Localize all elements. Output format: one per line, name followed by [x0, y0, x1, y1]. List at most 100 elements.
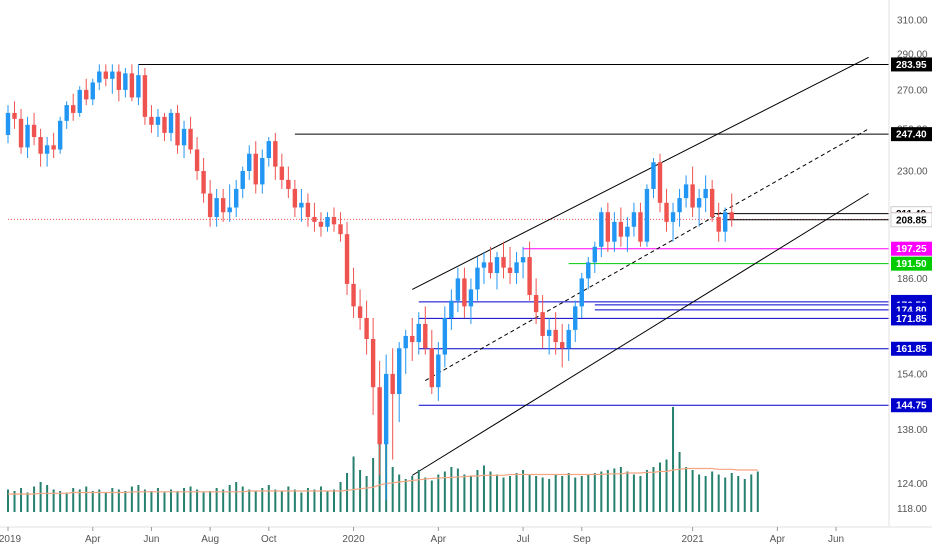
candle: [494, 251, 500, 290]
volume-bar: [274, 489, 277, 512]
volume-bar: [326, 491, 329, 512]
candle-body: [560, 342, 565, 349]
price-badge-label: 247.40: [896, 130, 927, 141]
y-tick-label: 124.00: [897, 479, 928, 490]
candle: [468, 278, 474, 324]
channel-line: [411, 193, 869, 476]
y-tick-label: 186.00: [897, 274, 928, 285]
candle: [220, 188, 226, 222]
candle-body: [123, 73, 128, 90]
x-tick-label: Jun: [828, 534, 844, 545]
volume-bar: [424, 477, 427, 512]
volume-bar: [196, 489, 199, 512]
candle: [592, 241, 597, 273]
candle: [286, 166, 291, 199]
candle-body: [273, 141, 278, 167]
candle-body: [683, 184, 689, 199]
candle-body: [618, 221, 624, 237]
candle-body: [494, 257, 500, 273]
price-badge: [891, 57, 932, 72]
volume-bar: [365, 476, 368, 512]
volume-bar: [665, 459, 668, 512]
x-tick-label: Aug: [201, 534, 219, 545]
volume-bar: [124, 491, 127, 512]
candle-body: [240, 171, 245, 189]
candle: [709, 179, 715, 222]
candle-body: [220, 198, 226, 213]
volume-bar: [391, 467, 394, 512]
candle-body: [566, 329, 571, 349]
candle-body: [592, 246, 597, 263]
volume-bar: [33, 486, 36, 512]
candle: [273, 132, 278, 180]
candle: [188, 116, 193, 154]
candle: [377, 360, 382, 476]
candle: [364, 300, 369, 355]
candle: [579, 272, 584, 318]
y-tick-label: 290.00: [897, 49, 928, 60]
candle: [573, 300, 578, 343]
candle-body: [253, 153, 258, 185]
candle-body: [723, 212, 728, 232]
x-tick-label: 2021: [681, 534, 704, 545]
candle-body: [201, 171, 206, 194]
candle: [312, 202, 317, 232]
candle-body: [631, 212, 637, 227]
candle: [416, 312, 421, 355]
volume-bar: [241, 486, 244, 512]
candle-body: [390, 373, 395, 394]
time-axis[interactable]: 2019 Apr Jun Aug Oct 2020 Apr Jul Sep 2021 Apr Jun: [0, 527, 844, 545]
candle: [227, 184, 232, 222]
candle-body: [90, 82, 95, 100]
candle: [110, 64, 115, 94]
candle: [723, 207, 728, 242]
candle: [423, 306, 428, 355]
candle: [38, 128, 43, 167]
candle-body: [344, 234, 350, 284]
volume-bar: [476, 470, 479, 512]
candle: [625, 217, 630, 252]
candle: [344, 221, 350, 295]
candle-body: [449, 300, 454, 318]
candle-body: [18, 118, 24, 148]
volume-bar: [743, 479, 746, 512]
price-badge-label: 208.85: [896, 215, 927, 226]
candle: [12, 101, 17, 129]
candle: [390, 348, 395, 460]
volume-bar: [672, 407, 675, 512]
candle-body: [533, 294, 539, 313]
candle: [631, 202, 637, 237]
candle: [123, 67, 128, 98]
candle: [260, 149, 265, 194]
candle-body: [605, 212, 611, 242]
candle: [25, 116, 30, 158]
volume-bar: [528, 474, 531, 512]
candle: [664, 188, 669, 232]
channel-line: [412, 56, 869, 290]
candle-body: [279, 166, 285, 180]
candle-body: [142, 75, 148, 117]
candle: [696, 188, 702, 227]
candle-body: [318, 221, 324, 227]
candle: [670, 202, 676, 242]
volume-bar: [659, 462, 661, 512]
volume-bar: [209, 491, 212, 512]
candle: [703, 175, 708, 213]
volume-bar: [117, 489, 120, 512]
volume-bar: [535, 476, 538, 512]
candle-body: [71, 105, 76, 113]
candle: [162, 112, 167, 142]
candle: [403, 329, 408, 374]
price-badge-label: 197.25: [896, 244, 927, 255]
volume-bar: [65, 492, 68, 512]
candle: [553, 312, 558, 355]
volume-bar: [228, 485, 231, 512]
volume-bar: [587, 474, 590, 512]
volume-bar: [163, 492, 166, 512]
y-tick-label: 270.00: [897, 85, 928, 96]
price-badge-label: 161.85: [896, 344, 927, 355]
candle: [207, 179, 213, 227]
volume-bar: [398, 474, 401, 512]
candle-body: [305, 202, 311, 218]
